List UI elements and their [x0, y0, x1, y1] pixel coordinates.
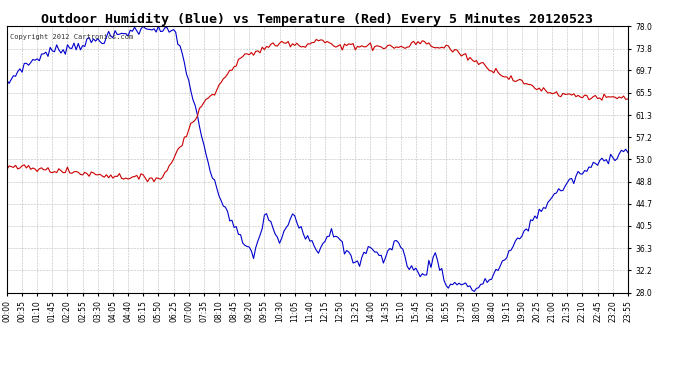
Title: Outdoor Humidity (Blue) vs Temperature (Red) Every 5 Minutes 20120523: Outdoor Humidity (Blue) vs Temperature (…	[41, 13, 593, 26]
Text: Copyright 2012 Cartronics.com: Copyright 2012 Cartronics.com	[10, 34, 133, 40]
